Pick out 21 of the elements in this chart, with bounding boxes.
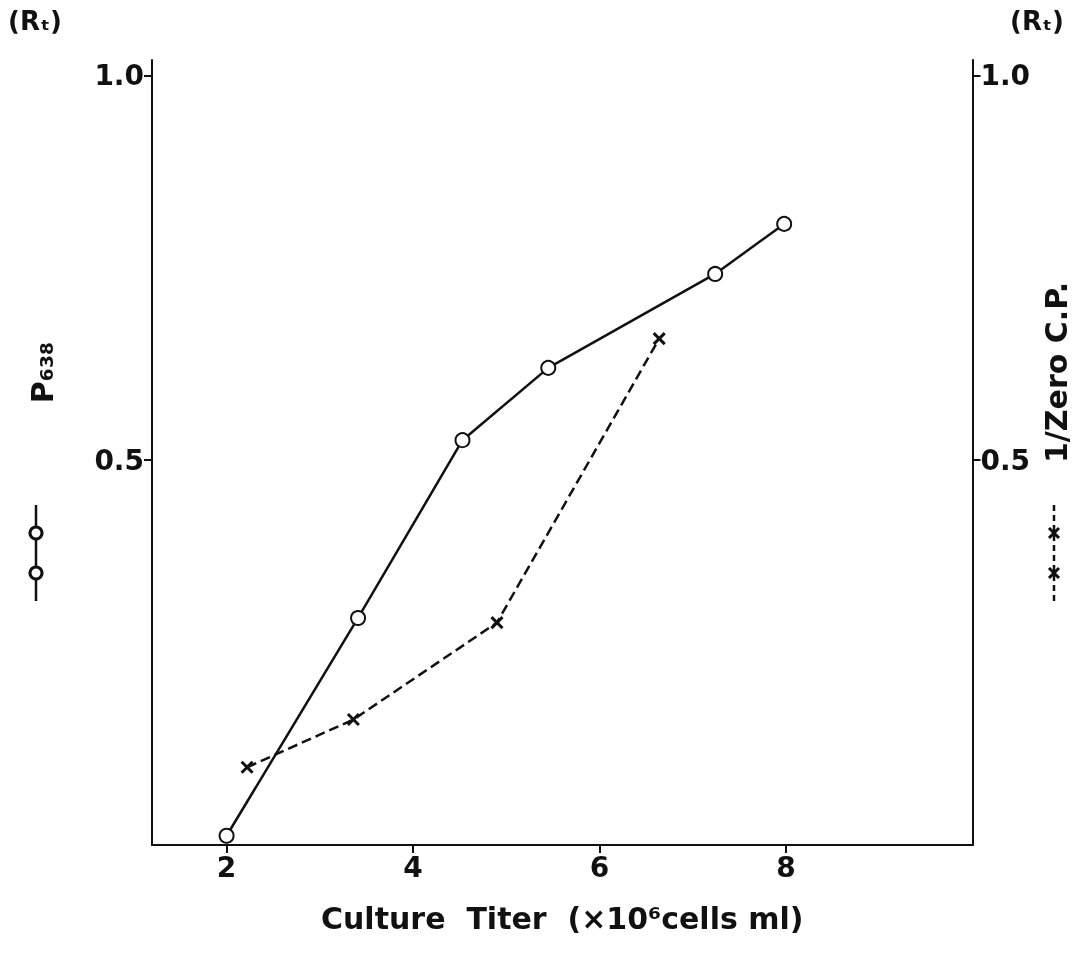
point [776, 215, 793, 232]
y2-tick-label: 1.0 [980, 58, 1031, 92]
point [707, 265, 724, 282]
x-axis-title: Culture Titer (×10⁶cells ml) [321, 900, 804, 936]
point [240, 760, 255, 775]
text: (Rₜ) [1010, 6, 1064, 36]
point [350, 609, 367, 626]
point [489, 615, 504, 630]
x-tick-label: 6 [589, 850, 610, 884]
x-tick-label: 8 [776, 850, 796, 884]
point [454, 432, 471, 449]
x-tick-label: 4 [403, 850, 423, 884]
y2-tick-label: 0.5 [980, 443, 1031, 477]
point [540, 359, 557, 376]
point [346, 712, 361, 727]
x-tick-label: 2 [216, 850, 237, 884]
y2-axis-title: 1/Zero C.P. [1038, 281, 1074, 464]
point [652, 331, 667, 346]
point [218, 827, 235, 844]
y-axis-title: P₆₃₈ [24, 341, 60, 404]
text: (Rₜ) [8, 6, 62, 36]
